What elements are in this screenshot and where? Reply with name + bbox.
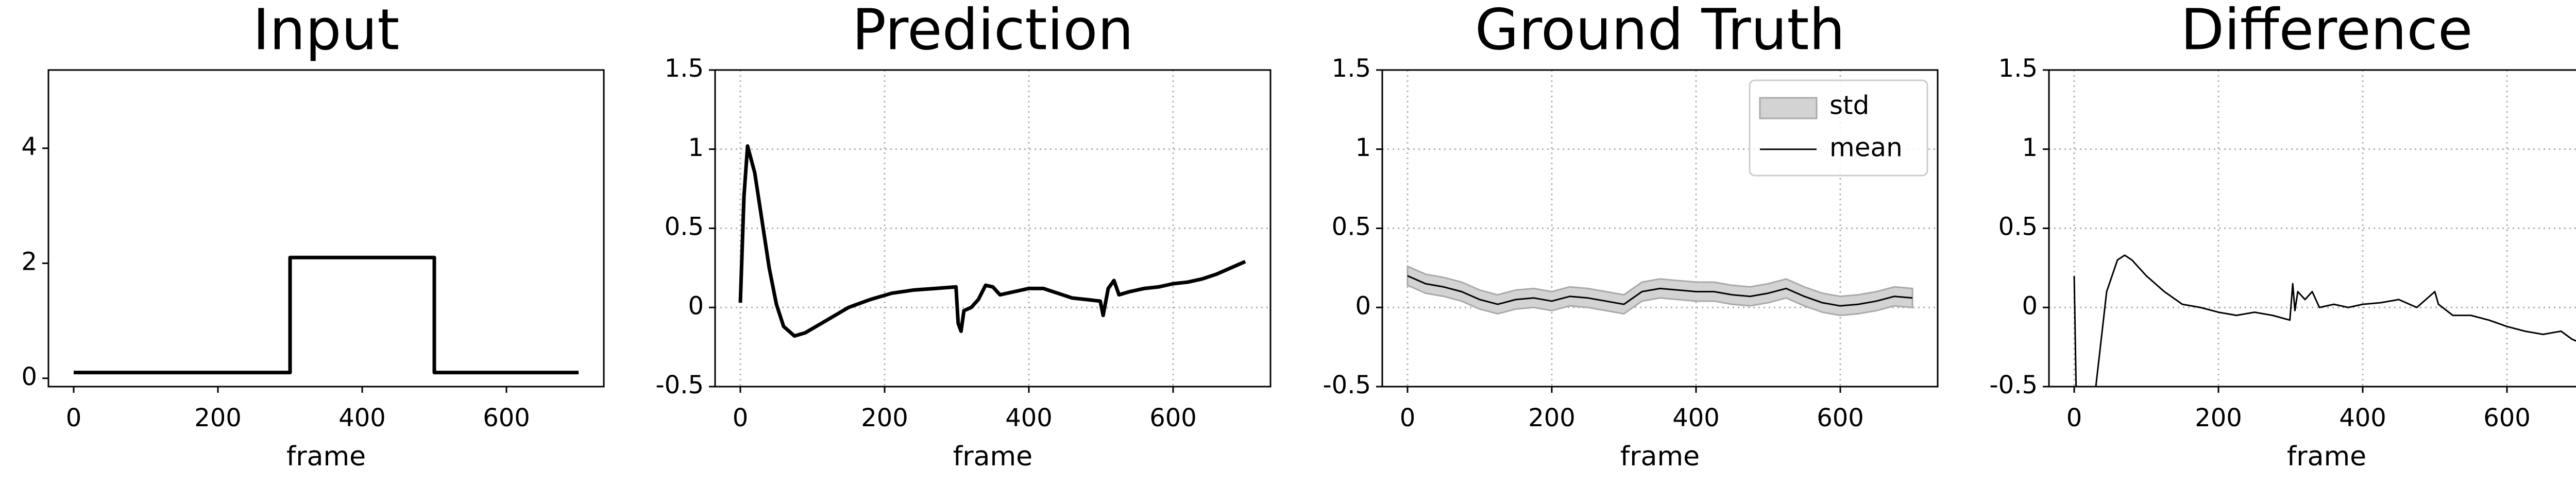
axes-frame xyxy=(714,69,1272,388)
x-tick-label: 600 xyxy=(483,404,530,432)
y-tick-label: 1 xyxy=(688,133,704,162)
y-tick-label: 0 xyxy=(2022,291,2038,320)
x-tick-label: 400 xyxy=(2339,404,2386,432)
y-tick-label: 0 xyxy=(21,362,37,391)
y-tick-label: 1.5 xyxy=(1332,54,1371,83)
x-tick-label: 600 xyxy=(2483,404,2531,432)
y-tick-label: 0 xyxy=(1355,291,1371,320)
axes-frame xyxy=(47,69,605,388)
x-axis-label: frame xyxy=(953,441,1032,472)
y-tick-label: 1 xyxy=(2022,133,2038,162)
line xyxy=(74,255,579,375)
y-tick-label: 0.5 xyxy=(1998,213,2038,241)
x-tick-label: 400 xyxy=(1005,404,1053,432)
legend-label: mean xyxy=(1829,133,1903,163)
y-tick-label: 0 xyxy=(688,291,704,320)
x-tick-label: 0 xyxy=(66,404,82,432)
y-tick-label: 0.5 xyxy=(665,213,704,241)
x-tick-label: 200 xyxy=(1528,404,1575,432)
x-axis-label: frame xyxy=(2287,441,2366,472)
y-tick-label: -0.5 xyxy=(1323,371,1371,399)
axes-frame xyxy=(1381,69,1939,388)
x-tick-label: 400 xyxy=(1672,404,1720,432)
legend-label: std xyxy=(1829,91,1869,120)
chart-title: Prediction xyxy=(852,0,1133,62)
x-tick-label: 200 xyxy=(2195,404,2242,432)
x-axis-label: frame xyxy=(1620,441,1700,472)
x-tick-label: 600 xyxy=(1149,404,1197,432)
x-tick-label: 0 xyxy=(733,404,749,432)
x-tick-label: 400 xyxy=(338,404,386,432)
subplot: Input frame 0 200 400 600 0 2 4 xyxy=(21,0,605,472)
y-tick-label: -0.5 xyxy=(1989,371,2038,399)
x-axis-label: frame xyxy=(286,441,366,472)
line xyxy=(2073,254,2576,387)
legend-patch xyxy=(1759,97,1818,119)
y-tick-label: 0.5 xyxy=(1332,213,1371,241)
y-tick-label: 1 xyxy=(1355,133,1371,162)
subplot: Prediction frame 0 200 400 600 -0.5 0 0.5 1 1.5 xyxy=(655,0,1272,472)
axes-frame xyxy=(2048,69,2576,388)
x-tick-label: 600 xyxy=(1817,404,1864,432)
subplot: Difference frame 0 200 400 600 -0.5 0 0.5 1 1.5 xyxy=(1989,0,2576,472)
x-tick-label: 200 xyxy=(861,404,908,432)
mean-line xyxy=(1407,275,1913,307)
x-tick-label: 0 xyxy=(2066,404,2082,432)
y-tick-label: 1.5 xyxy=(665,54,704,83)
std-band xyxy=(1406,265,1913,317)
x-tick-label: 0 xyxy=(1400,404,1416,432)
line xyxy=(738,144,1246,338)
chart-title: Difference xyxy=(2180,0,2472,62)
chart-title: Input xyxy=(253,0,400,62)
subplot: Ground Truth frame 0 200 400 600 -0.5 0 0.5 1 1.5 s… xyxy=(1323,0,1939,472)
y-tick-label: -0.5 xyxy=(655,371,704,399)
y-tick-label: 1.5 xyxy=(1998,54,2038,83)
y-tick-label: 2 xyxy=(21,247,37,276)
x-tick-label: 200 xyxy=(194,404,242,432)
y-tick-label: 4 xyxy=(21,132,37,161)
chart-title: Ground Truth xyxy=(1475,0,1845,62)
